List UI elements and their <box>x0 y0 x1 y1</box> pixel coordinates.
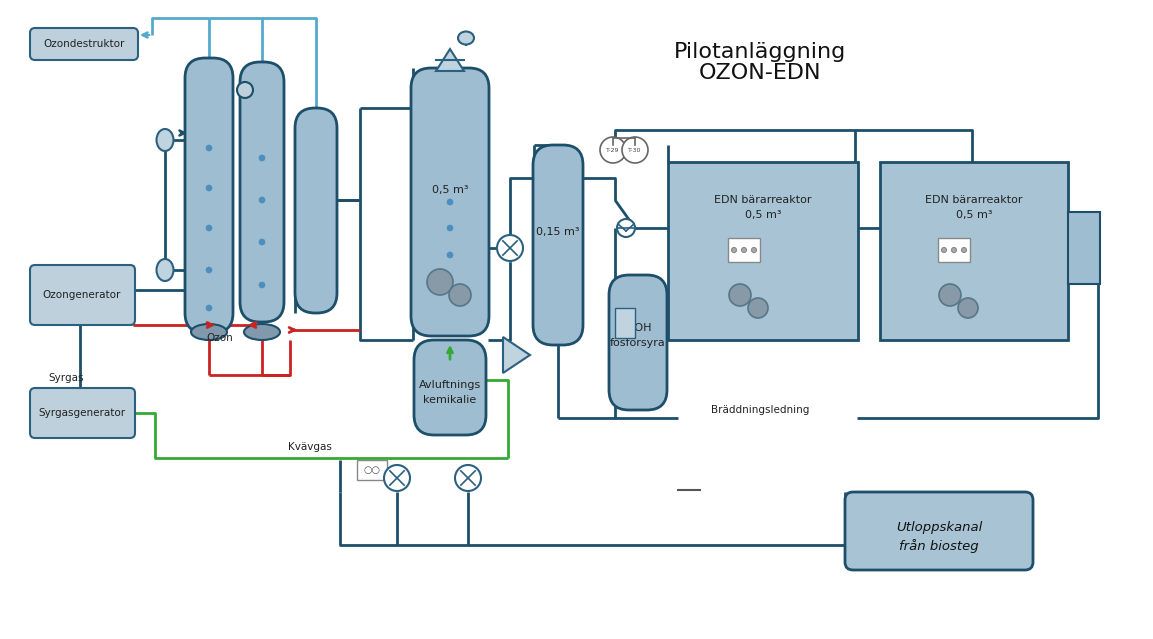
Circle shape <box>621 137 648 163</box>
Text: Bräddningsledning: Bräddningsledning <box>710 405 809 415</box>
Circle shape <box>206 225 212 231</box>
FancyBboxPatch shape <box>30 388 135 438</box>
Circle shape <box>752 247 756 252</box>
Circle shape <box>447 252 453 258</box>
FancyBboxPatch shape <box>410 68 489 336</box>
Circle shape <box>259 282 265 288</box>
Bar <box>880 162 1068 340</box>
FancyBboxPatch shape <box>30 265 135 325</box>
Circle shape <box>962 247 966 252</box>
Bar <box>615 308 635 338</box>
Text: 0,15 m³: 0,15 m³ <box>536 227 580 237</box>
Bar <box>1068 212 1100 284</box>
Text: fosforsyra: fosforsyra <box>610 338 666 348</box>
Circle shape <box>741 247 746 252</box>
Circle shape <box>447 225 453 231</box>
FancyBboxPatch shape <box>30 28 138 60</box>
Polygon shape <box>503 337 530 373</box>
Circle shape <box>206 305 212 311</box>
Circle shape <box>449 284 470 306</box>
Circle shape <box>206 267 212 273</box>
Ellipse shape <box>244 324 280 340</box>
Circle shape <box>206 145 212 151</box>
Circle shape <box>600 137 626 163</box>
Text: T-29: T-29 <box>606 148 620 153</box>
Bar <box>939 238 970 262</box>
Text: Syrgasgenerator: Syrgasgenerator <box>38 408 126 418</box>
Circle shape <box>384 465 410 491</box>
Circle shape <box>951 247 957 252</box>
Circle shape <box>731 247 737 252</box>
Text: Ozon: Ozon <box>206 333 233 343</box>
Text: 0,5 m³: 0,5 m³ <box>956 210 993 220</box>
Text: 0,5 m³: 0,5 m³ <box>745 210 782 220</box>
Ellipse shape <box>191 324 227 340</box>
Text: 0,5 m³: 0,5 m³ <box>431 185 468 195</box>
Bar <box>668 162 858 340</box>
FancyBboxPatch shape <box>240 62 284 322</box>
Circle shape <box>455 465 481 491</box>
Text: EtOH: EtOH <box>624 323 653 333</box>
Text: Ozondestruktor: Ozondestruktor <box>44 39 125 49</box>
Circle shape <box>447 199 453 205</box>
Circle shape <box>617 219 635 237</box>
FancyBboxPatch shape <box>609 275 666 410</box>
Circle shape <box>259 239 265 245</box>
Circle shape <box>259 155 265 161</box>
FancyBboxPatch shape <box>184 58 233 333</box>
Text: EDN bärarreaktor: EDN bärarreaktor <box>925 195 1023 205</box>
FancyBboxPatch shape <box>295 108 337 313</box>
Polygon shape <box>436 49 464 71</box>
FancyBboxPatch shape <box>845 492 1033 570</box>
Ellipse shape <box>458 31 474 45</box>
FancyBboxPatch shape <box>414 340 487 435</box>
Circle shape <box>748 298 768 318</box>
Ellipse shape <box>157 129 173 151</box>
Text: EDN bärarreaktor: EDN bärarreaktor <box>714 195 812 205</box>
Text: Syrgas: Syrgas <box>48 373 83 383</box>
Text: kemikalie: kemikalie <box>423 395 476 405</box>
Text: Pilotanläggning: Pilotanläggning <box>673 42 846 62</box>
Circle shape <box>447 277 453 283</box>
Text: Ozongenerator: Ozongenerator <box>43 290 121 300</box>
Text: från biosteg: från biosteg <box>899 539 979 553</box>
Circle shape <box>497 235 523 261</box>
Text: Kvävgas: Kvävgas <box>288 442 332 452</box>
Circle shape <box>939 284 960 306</box>
Circle shape <box>259 197 265 203</box>
Circle shape <box>958 298 978 318</box>
Circle shape <box>238 82 253 98</box>
Circle shape <box>942 247 947 252</box>
Bar <box>357 460 387 480</box>
Circle shape <box>729 284 751 306</box>
Text: OZON-EDN: OZON-EDN <box>699 63 821 83</box>
FancyBboxPatch shape <box>533 145 583 345</box>
Text: T-30: T-30 <box>628 148 642 153</box>
Circle shape <box>427 269 453 295</box>
Text: Avluftnings: Avluftnings <box>419 380 481 390</box>
Bar <box>728 238 760 262</box>
Circle shape <box>206 185 212 191</box>
Text: Utloppskanal: Utloppskanal <box>896 521 982 534</box>
Text: ○○: ○○ <box>363 465 380 475</box>
Ellipse shape <box>157 259 173 281</box>
